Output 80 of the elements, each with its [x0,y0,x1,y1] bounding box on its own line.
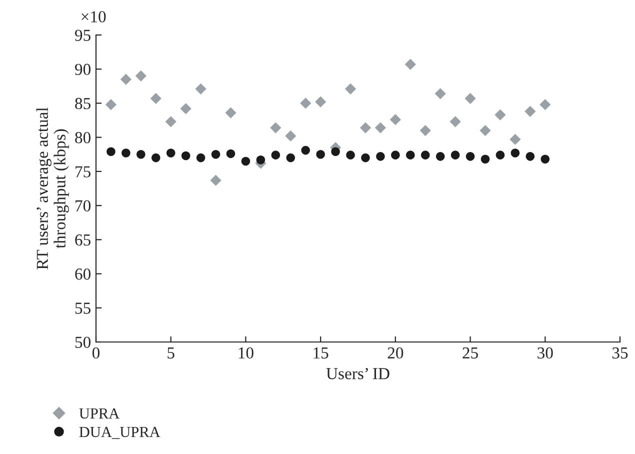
point [361,153,370,162]
point [195,83,206,94]
point [540,99,551,110]
point [524,106,536,117]
point [315,96,326,108]
point [106,147,116,156]
point [496,150,505,160]
point [180,103,192,114]
x-tick-label: 0 [92,347,100,359]
point [376,152,385,161]
y-tick-label: 60 [75,268,91,280]
x-tick-label: 10 [238,347,254,359]
point [420,124,431,136]
point [436,152,445,161]
point [494,109,506,120]
point [285,130,296,142]
point [196,153,206,162]
y-tick-label: 55 [75,302,90,314]
point [316,150,325,159]
point [120,74,132,85]
point [241,156,250,166]
x-tick-label: 5 [168,348,174,359]
point [181,151,190,160]
x-axis-title: Users’ ID [326,368,390,380]
point [166,148,176,158]
point [480,154,490,164]
point [434,88,446,100]
point [391,150,400,160]
point [211,150,220,159]
point [301,146,310,155]
point [480,124,491,136]
y-tick-label: 70 [76,200,91,212]
point [466,152,475,161]
point [344,83,356,94]
point [286,153,296,162]
point [270,122,282,134]
point [226,149,236,158]
x-tick-label: 15 [314,347,328,359]
x-tick-label: 35 [612,347,628,359]
point [105,99,117,110]
point [510,134,521,145]
x-tick-label: 25 [462,347,478,359]
point [406,150,415,160]
y-tick-label: 90 [75,64,91,76]
point [450,150,460,160]
point [450,116,461,128]
point [346,150,355,160]
point [420,150,430,160]
y-tick-label: 75 [76,166,90,178]
point [526,152,535,161]
point [271,150,280,160]
point [374,122,386,134]
legend-label: DUA_UPRA [79,426,160,439]
point [135,70,146,82]
point [210,174,222,186]
y-tick-label: 80 [75,132,91,144]
point [122,148,130,158]
x-tick-label: 20 [388,347,404,359]
point [150,92,162,104]
point [404,58,416,70]
y-tick-label: 85 [75,98,90,110]
y-tick-label: 65 [75,234,90,246]
y-axis-title: RT users’ average actual throughput (kbps) [36,108,69,270]
point [225,107,236,118]
point [151,153,160,162]
point [300,98,312,109]
point [360,122,372,134]
point [136,150,146,159]
y-tick-label: 95 [75,30,90,41]
point [510,148,520,158]
point [331,147,340,156]
text: ×10 [82,11,106,22]
point [540,154,550,164]
point [165,116,176,128]
x-tick-label: 30 [538,347,553,359]
point [464,92,476,104]
point [256,155,266,164]
y-tick-label: 50 [75,336,91,348]
legend-label: UPRA [79,408,120,419]
point [390,114,401,126]
